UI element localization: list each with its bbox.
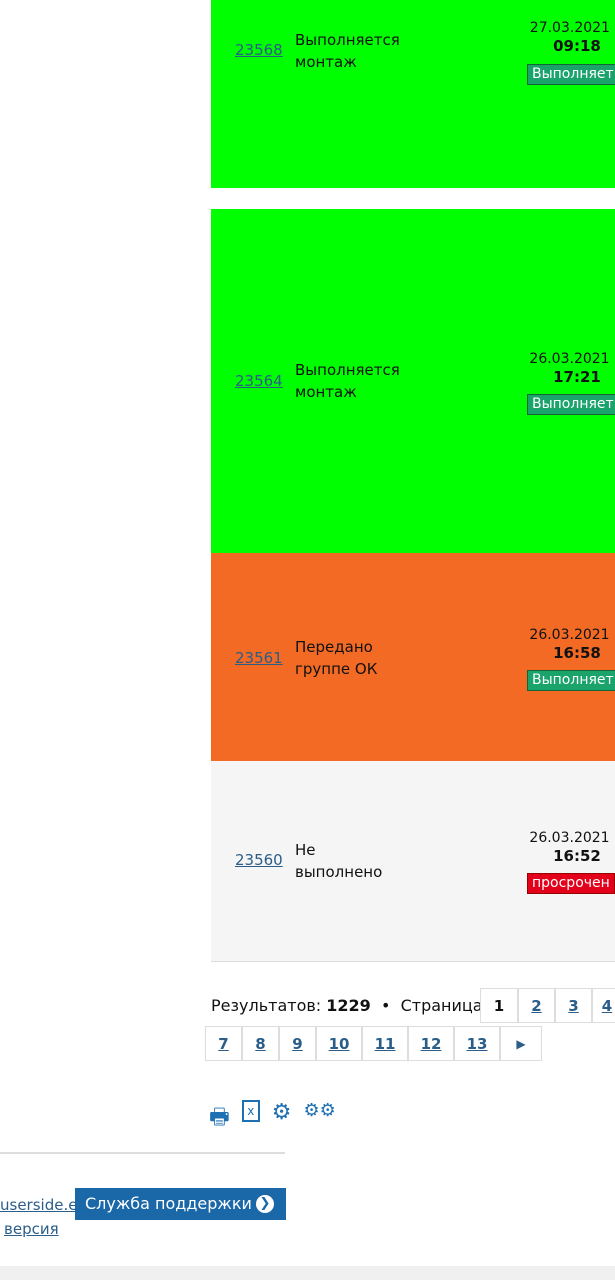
excel-icon[interactable]: x xyxy=(241,1100,260,1122)
task-time: 16:58 xyxy=(553,644,601,662)
task-status: Не выполнено xyxy=(295,841,383,881)
print-icon[interactable]: 🖶 xyxy=(209,1105,230,1130)
task-id-link[interactable]: 23560 xyxy=(235,851,283,869)
task-time: 17:21 xyxy=(553,368,601,386)
page-label: Страница xyxy=(400,996,483,1015)
page-link[interactable]: 4 xyxy=(592,988,615,1023)
task-row: 23568 Выполняется монтаж 27.03.2021 С 09:1… xyxy=(211,0,615,188)
status-badge: просрочен xyxy=(527,873,615,894)
page-link[interactable]: 12 xyxy=(408,1026,454,1061)
page-link[interactable]: 13 xyxy=(454,1026,500,1061)
settings-multi-icon[interactable]: ⚙⚙ xyxy=(303,1100,336,1121)
task-status: Передано группе ОК xyxy=(295,638,378,678)
settings-icon[interactable]: ⚙ xyxy=(271,1100,292,1125)
support-button[interactable]: Служба поддержки ❯ xyxy=(75,1188,286,1220)
results-summary: Результатов: 1229 • Страница xyxy=(211,996,483,1015)
arrow-right-icon: ❯ xyxy=(256,1195,274,1213)
task-status: Выполняется монтаж xyxy=(295,31,400,71)
divider xyxy=(0,1152,285,1154)
footer-bar xyxy=(0,1266,615,1280)
page-link[interactable]: 11 xyxy=(362,1026,408,1061)
page-current: 1 xyxy=(480,988,518,1023)
page-link[interactable]: 10 xyxy=(316,1026,362,1061)
results-count: 1229 xyxy=(326,996,371,1015)
page-link[interactable]: 9 xyxy=(279,1026,316,1061)
version-link[interactable]: версия xyxy=(4,1220,59,1238)
toolbar: 🖶 x ⚙ ⚙⚙ xyxy=(209,1100,336,1138)
task-id-link[interactable]: 23564 xyxy=(235,372,283,390)
site-link[interactable]: userside.eu xyxy=(0,1196,75,1214)
task-date: 26.03.2021 П16:58 xyxy=(527,626,615,662)
task-date: 27.03.2021 С 09:18 xyxy=(527,19,615,55)
results-label: Результатов: xyxy=(211,996,322,1015)
page-link[interactable]: 8 xyxy=(242,1026,279,1061)
status-badge: Выполняет xyxy=(527,670,615,691)
next-page-button[interactable]: ▶ xyxy=(500,1026,542,1061)
task-status: Выполняется монтаж xyxy=(295,361,400,401)
task-id-link[interactable]: 23561 xyxy=(235,649,283,667)
task-id-link[interactable]: 23568 xyxy=(235,41,283,59)
status-badge: Выполняет xyxy=(527,64,615,85)
task-time: 16:52 xyxy=(553,847,601,865)
results-separator: • xyxy=(380,996,391,1015)
status-badge: Выполняет xyxy=(527,394,615,415)
page-link[interactable]: 3 xyxy=(555,988,592,1023)
page-link[interactable]: 7 xyxy=(205,1026,242,1061)
support-label: Служба поддержки xyxy=(85,1194,252,1213)
task-date: 26.03.2021 П17:21 xyxy=(527,350,615,386)
task-time: 09:18 xyxy=(553,37,601,55)
task-date: 26.03.2021 П16:52 xyxy=(527,829,615,865)
page-link[interactable]: 2 xyxy=(518,988,555,1023)
